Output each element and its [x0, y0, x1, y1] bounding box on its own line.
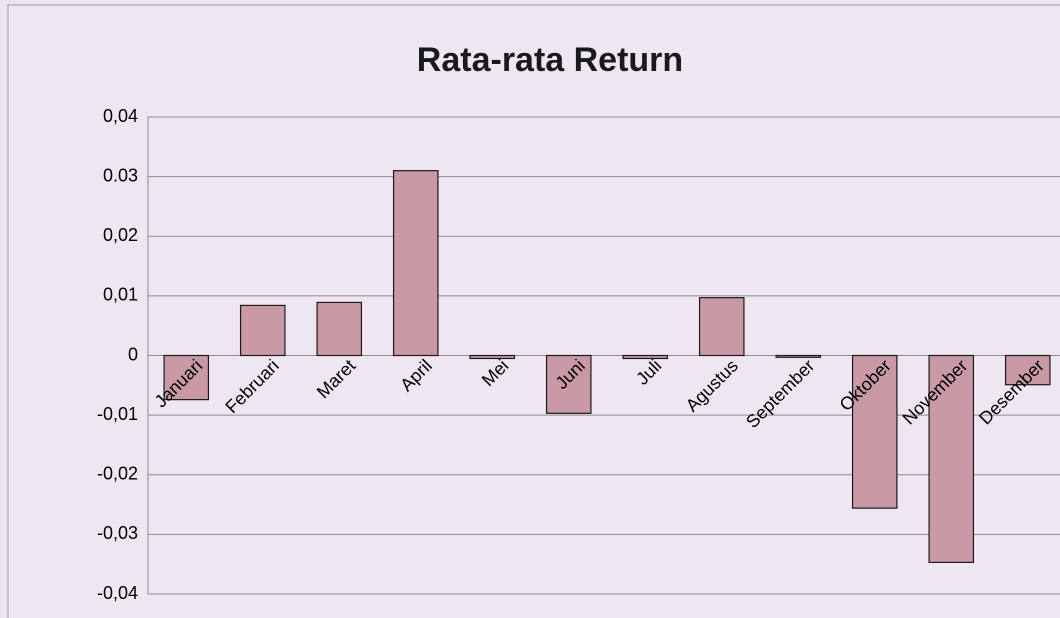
y-tick-label: 0,04	[103, 106, 138, 126]
chart: Rata-rata Return -0,04 -0,03 -0,02 -0,01 0 0,…	[0, 0, 1060, 618]
bar	[623, 356, 667, 359]
y-tick-label: 0,02	[103, 225, 138, 245]
y-tick-label: 0.03	[103, 165, 138, 185]
chart-frame	[8, 5, 1060, 618]
y-tick-label: 0,01	[103, 285, 138, 305]
bar	[470, 356, 514, 359]
y-tick-label: -0,04	[97, 583, 138, 603]
y-tick-label: -0,02	[97, 464, 138, 484]
bar	[776, 356, 820, 358]
y-tick-label: -0,01	[97, 404, 138, 424]
bar	[241, 305, 285, 355]
bar	[700, 298, 744, 356]
bar	[317, 302, 361, 355]
chart-title: Rata-rata Return	[417, 41, 683, 79]
bar	[394, 171, 438, 356]
y-tick-label: -0,03	[97, 523, 138, 543]
y-tick-label: 0	[128, 344, 138, 364]
